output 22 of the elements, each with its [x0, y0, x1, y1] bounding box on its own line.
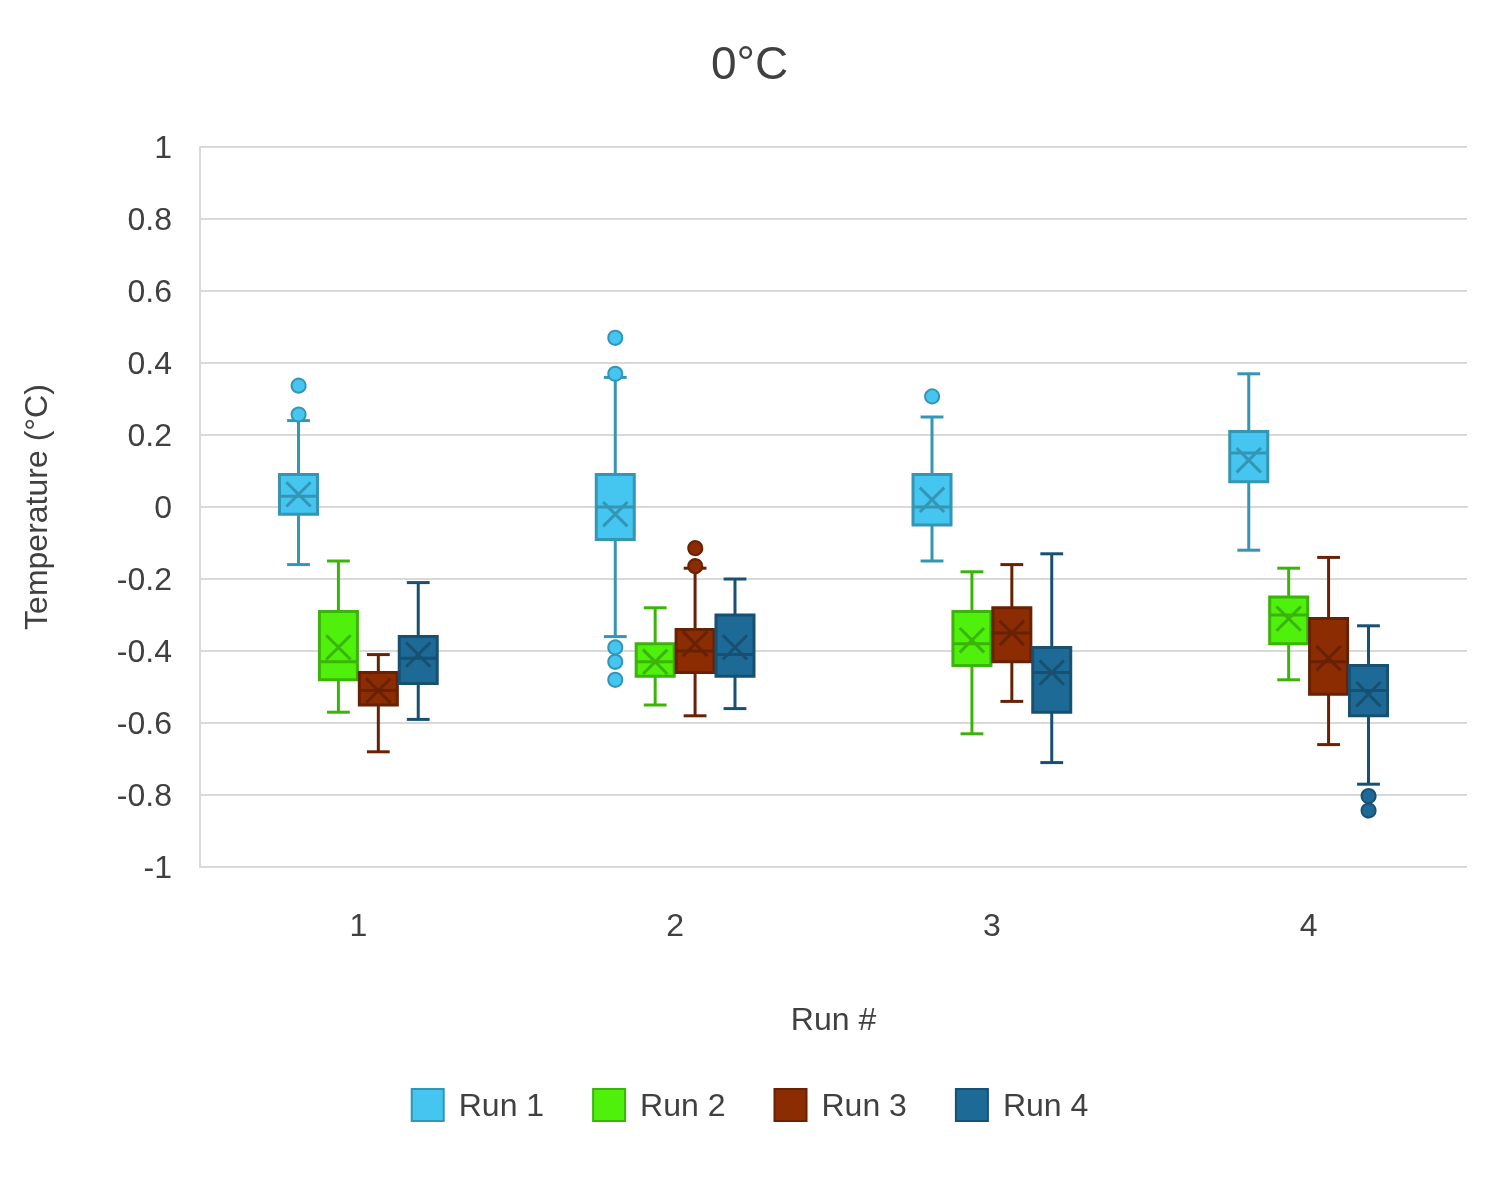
y-tick-label: 1 [154, 129, 172, 165]
x-axis-title: Run # [790, 1001, 877, 1037]
legend-label: Run 1 [458, 1087, 545, 1123]
y-tick-label: 0 [154, 489, 172, 525]
y-tick-label: -1 [143, 849, 172, 885]
x-tick-label: 2 [666, 907, 685, 943]
x-tick-label: 1 [349, 907, 368, 943]
y-tick-label: 0.8 [127, 201, 172, 237]
y-axis-title: Temperature (°C) [18, 384, 54, 630]
y-tick-label: -0.2 [116, 561, 172, 597]
legend-label: Run 3 [821, 1087, 907, 1123]
y-tick-label: 0.4 [127, 345, 172, 381]
x-tick-label: 4 [1299, 907, 1318, 943]
y-tick-label: -0.8 [116, 777, 172, 813]
y-tick-label: -0.4 [116, 633, 172, 669]
legend-label: Run 2 [640, 1087, 726, 1123]
chart-title: 0°C [710, 37, 789, 89]
x-tick-label: 3 [982, 907, 1001, 943]
y-tick-label: -0.6 [116, 705, 172, 741]
y-tick-label: 0.2 [127, 417, 172, 453]
y-tick-label: 0.6 [127, 273, 172, 309]
legend-label: Run 4 [1002, 1087, 1089, 1123]
